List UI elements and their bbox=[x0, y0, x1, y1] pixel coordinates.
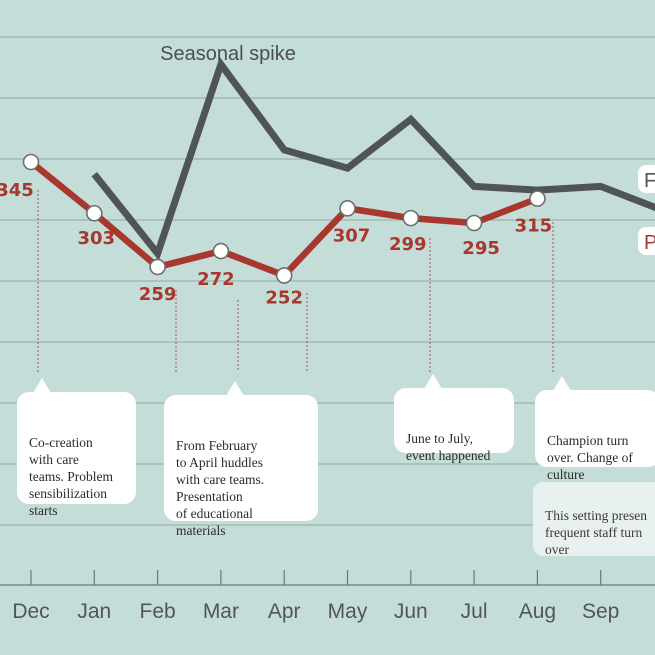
data-point bbox=[149, 258, 166, 276]
series-tag-label: P bbox=[644, 232, 655, 254]
x-tick-label: Sep bbox=[582, 600, 619, 623]
x-tick-label: Mar bbox=[203, 600, 239, 623]
data-label: 299 bbox=[389, 234, 427, 255]
data-label: 272 bbox=[197, 269, 235, 290]
data-label: 307 bbox=[333, 225, 371, 246]
data-label: 345 bbox=[0, 180, 34, 201]
series-tag-box bbox=[638, 227, 655, 255]
callout-leader-lines bbox=[37, 190, 554, 372]
data-point bbox=[22, 153, 40, 171]
x-tick-label: Aug bbox=[519, 600, 556, 623]
x-tick-label: Jan bbox=[77, 600, 111, 623]
callout-text: June to July, event happened bbox=[406, 431, 491, 463]
setting-note: This setting presen frequent staff turn … bbox=[533, 482, 655, 557]
callout-text: From February to April huddles with care… bbox=[176, 438, 265, 538]
series-tag-label: F bbox=[644, 170, 655, 192]
data-label: 252 bbox=[265, 287, 303, 308]
callout-co-creation: Co-creation with care teams. Problem sen… bbox=[17, 378, 136, 518]
callout-text: Co-creation with care teams. Problem sen… bbox=[29, 435, 113, 518]
callout-huddles: From February to April huddles with care… bbox=[164, 381, 318, 538]
x-tick-label: Feb bbox=[140, 600, 176, 623]
seasonal-spike-annotation: Seasonal spike bbox=[160, 43, 296, 65]
callout-tail bbox=[33, 378, 51, 393]
data-label: 295 bbox=[462, 238, 500, 259]
callout-text: Champion turn over. Change of culture bbox=[547, 433, 633, 482]
x-tick-label: Jun bbox=[394, 600, 428, 623]
data-point bbox=[339, 200, 356, 217]
secondary-series-line bbox=[91, 56, 655, 261]
callout-tail bbox=[424, 374, 442, 389]
data-label: 303 bbox=[78, 228, 116, 249]
data-point bbox=[86, 204, 103, 222]
primary-series: 345 303 259 272 252 307 299 295 315 bbox=[0, 153, 553, 308]
x-tick-label: May bbox=[328, 600, 368, 623]
callout-champion: Champion turn over. Change of culture bbox=[535, 376, 655, 482]
data-point bbox=[465, 214, 483, 232]
series-tag-box bbox=[638, 165, 655, 193]
callout-tail bbox=[553, 376, 571, 391]
series-end-tags: FP bbox=[638, 165, 655, 255]
data-point bbox=[212, 242, 230, 260]
data-label: 259 bbox=[139, 284, 177, 305]
x-tick-label: Apr bbox=[268, 600, 301, 623]
x-axis: DecJanFebMarAprMayJunJulAugSepO bbox=[0, 570, 655, 623]
secondary-series bbox=[91, 56, 655, 261]
data-label: 315 bbox=[515, 216, 553, 237]
x-tick-label: Dec bbox=[12, 600, 49, 623]
note-text: This setting presen frequent staff turn … bbox=[545, 508, 647, 557]
callout-tail bbox=[226, 381, 244, 396]
data-point bbox=[275, 267, 293, 284]
x-tick-label: Jul bbox=[461, 600, 488, 623]
data-point bbox=[529, 190, 546, 207]
callout-event: June to July, event happened bbox=[394, 374, 514, 463]
data-point bbox=[402, 209, 420, 227]
